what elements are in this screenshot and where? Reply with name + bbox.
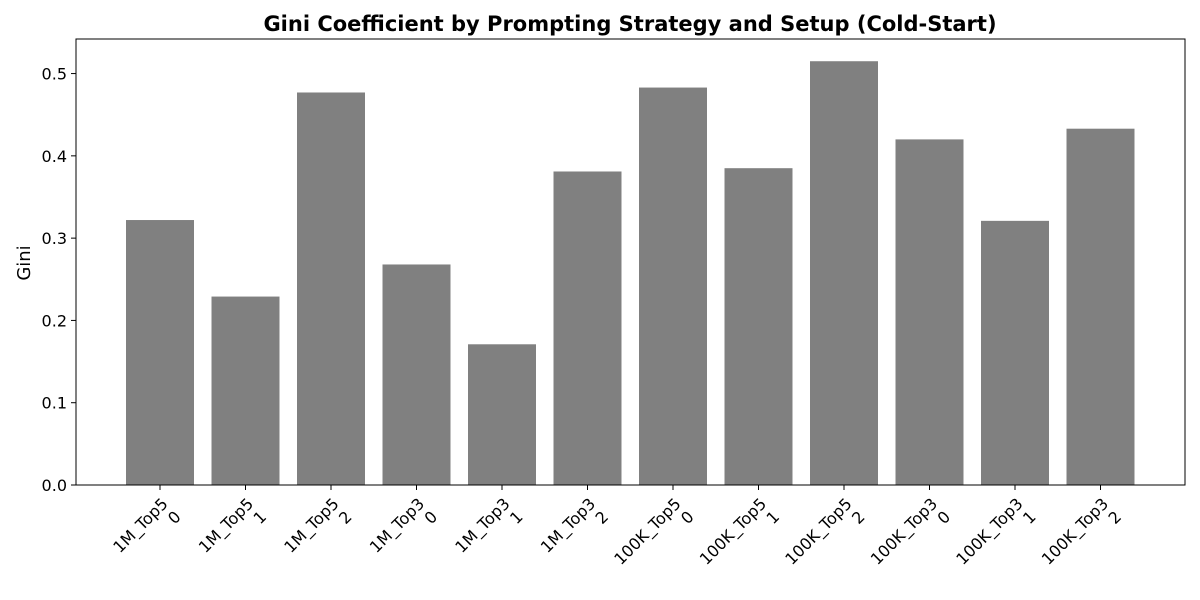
x-tick-label: 1M_Top30 [366, 494, 441, 569]
y-tick-label: 0.3 [42, 229, 67, 248]
bar [639, 87, 707, 486]
x-axis-ticks: 1M_Top50 1M_Top51 1M_Top52 1M_Top30 1M_Top31… [109, 485, 1125, 581]
x-tick-label: 1M_Top50 [109, 494, 184, 569]
bar [211, 296, 280, 485]
x-tick-label: 100K_Top51 [696, 494, 783, 581]
y-tick-label: 0.0 [42, 476, 67, 495]
bar [382, 264, 451, 485]
x-tick-label: 1M_Top52 [280, 494, 355, 569]
chart-title: Gini Coefficient by Prompting Strategy a… [263, 12, 996, 36]
bar [810, 61, 878, 485]
bar [981, 220, 1049, 486]
y-axis-label: Gini [14, 245, 35, 280]
x-tick-label: 100K_Top50 [610, 494, 697, 581]
y-tick-label: 0.4 [42, 147, 67, 166]
bar [553, 171, 622, 485]
bar [1066, 128, 1135, 485]
y-tick-label: 0.5 [42, 65, 67, 84]
bar [724, 168, 793, 485]
bar [297, 92, 365, 485]
plot-frame [75, 38, 1186, 486]
bar [126, 220, 194, 485]
bar [895, 139, 964, 485]
x-tick-label: 100K_Top30 [867, 494, 954, 581]
x-tick-label: 100K_Top52 [781, 494, 868, 581]
x-tick-label: 1M_Top31 [451, 494, 526, 569]
bar [468, 344, 536, 485]
x-tick-label: 100K_Top31 [952, 494, 1039, 581]
y-axis-ticks: 0.0 0.1 0.2 0.3 0.4 0.5 [42, 65, 76, 495]
y-tick-label: 0.2 [42, 311, 67, 330]
bars-group [126, 61, 1135, 486]
x-tick-label: 100K_Top32 [1038, 494, 1125, 581]
x-tick-label: 1M_Top51 [195, 494, 270, 569]
y-tick-label: 0.1 [42, 394, 67, 413]
x-tick-label: 1M_Top32 [537, 494, 612, 569]
